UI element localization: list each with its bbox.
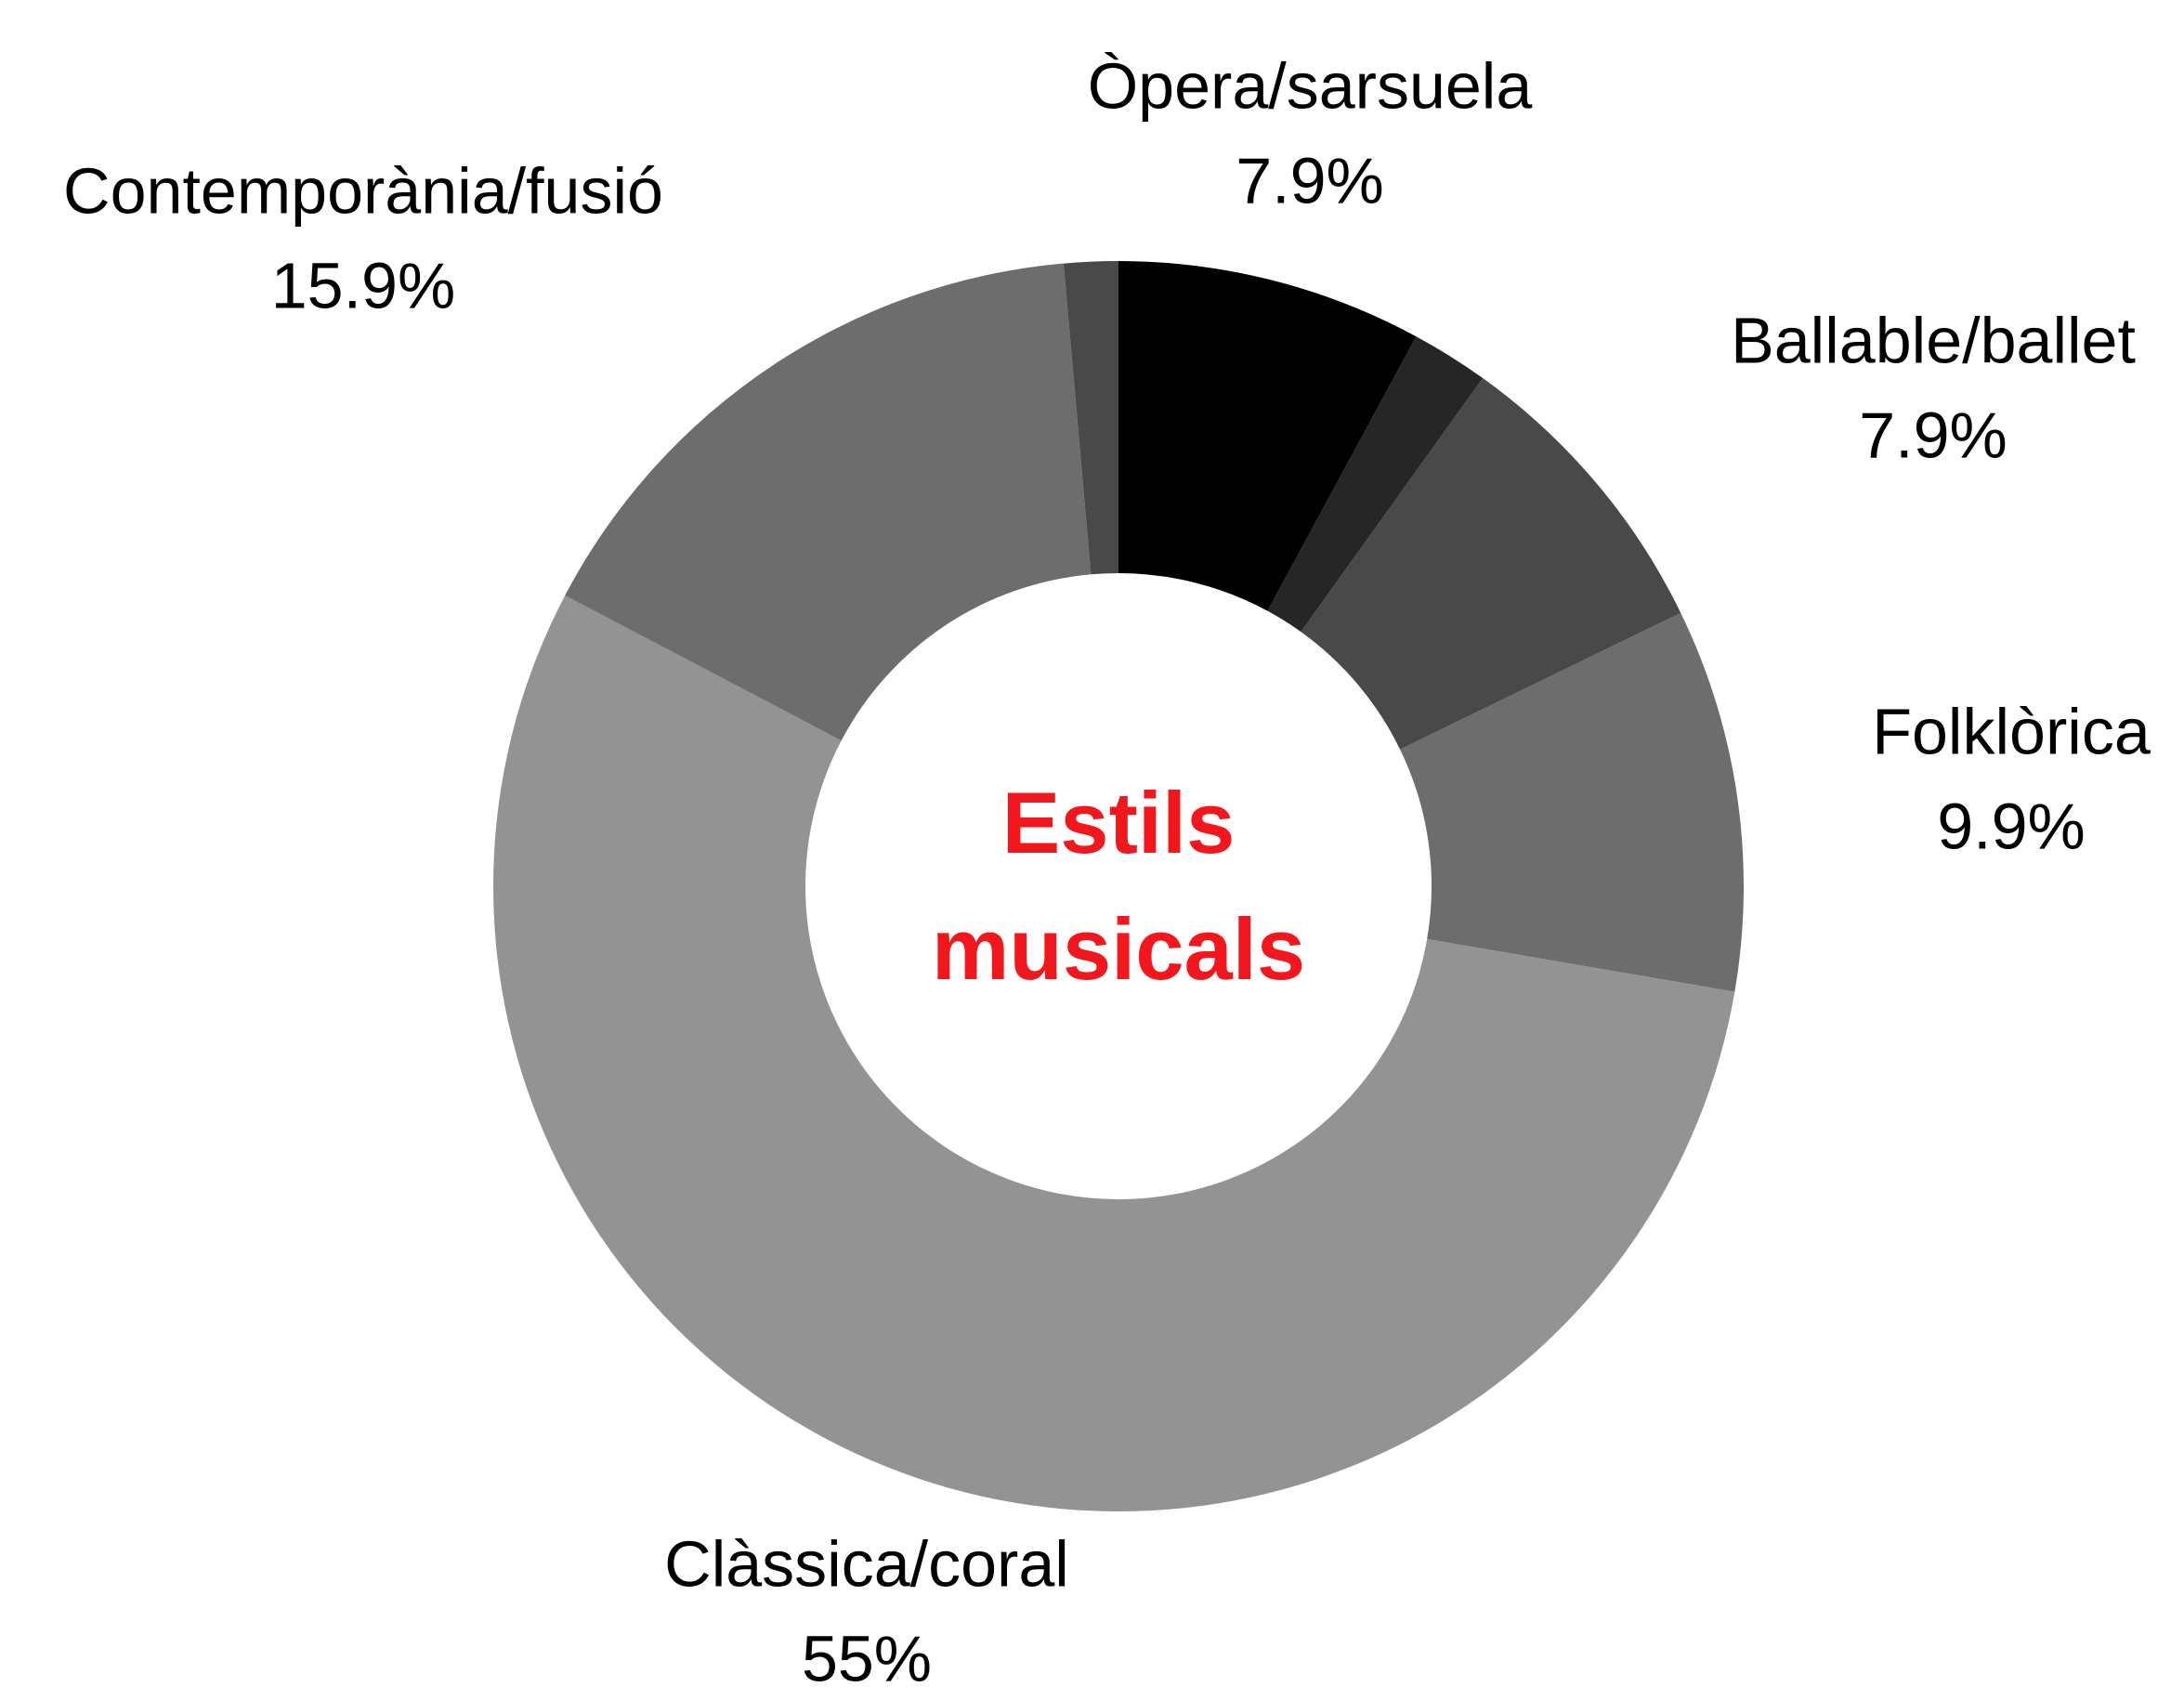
slice-label: Clàssica/coral (664, 1527, 1069, 1600)
donut-slice (1400, 612, 1744, 992)
donut-slice (1118, 261, 1417, 611)
slice-label: Folklòrica (1872, 695, 2151, 767)
donut-slice (565, 263, 1092, 741)
slice-value-label: 7.9% (1859, 399, 2007, 471)
slice-value-label: 9.9% (1937, 790, 2086, 862)
slice-label: Ballable/ballet (1731, 304, 2136, 376)
slice-label: Òpera/sarsuela (1088, 49, 1533, 122)
donut-slice (1267, 336, 1484, 633)
slice-value-label: 55% (802, 1622, 932, 1694)
donut-slice (1063, 261, 1118, 575)
slice-value-label: 7.9% (1236, 144, 1384, 216)
slice-value-label: 15.9% (271, 249, 455, 321)
donut-slice (493, 595, 1735, 1511)
slice-label: Contemporània/fusió (63, 154, 663, 227)
chart-title: Estils musicals (931, 774, 1306, 998)
donut-slice (1301, 378, 1681, 750)
